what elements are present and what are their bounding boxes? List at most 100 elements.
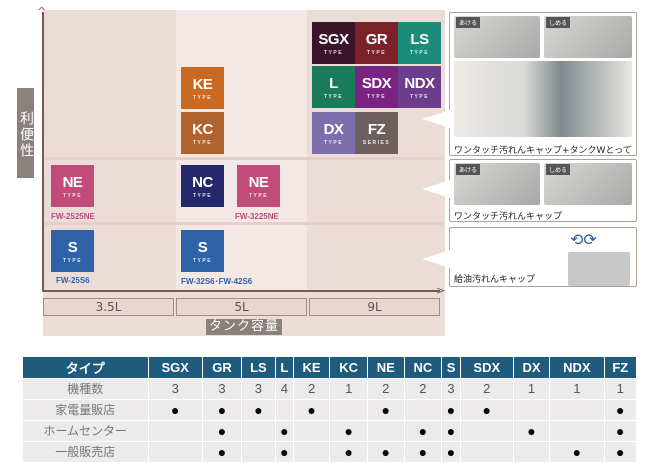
type-tile-name: NC <box>192 174 213 191</box>
model-count-cell: 1 <box>549 377 605 399</box>
type-comparison-table: タイプ SGX GR LS L KE KC NE NC S SDX DX NDX FZ 機種数 3 3 3 4 2 1… <box>23 357 638 462</box>
row-label: 家電量販店 <box>23 398 149 420</box>
type-tile-sub: TYPE <box>323 140 344 146</box>
header-fz: FZ <box>604 357 638 378</box>
type-tile-fz: FZ SERIES <box>355 112 398 154</box>
availability-dot: ● <box>404 440 443 462</box>
type-tile-dx: DX TYPE <box>312 112 355 154</box>
header-s: S <box>441 357 461 378</box>
empty-cell <box>513 398 551 420</box>
model-count-cell: 1 <box>329 377 369 399</box>
panel-caption: 給油汚れんキャップ <box>454 275 536 285</box>
empty-cell <box>241 440 276 462</box>
availability-dot: ● <box>367 398 405 420</box>
type-tile-ke: KE TYPE <box>181 67 224 109</box>
model-count-cell: 2 <box>404 377 443 399</box>
type-tile-sdx: SDX TYPE <box>355 66 398 108</box>
type-tile-ndx: NDX TYPE <box>398 66 441 108</box>
empty-cell <box>241 419 276 441</box>
header-kc: KC <box>329 357 369 378</box>
availability-dot: ● <box>148 398 203 420</box>
open-tag: あける <box>456 164 481 175</box>
type-tile-name: NDX <box>404 75 435 92</box>
model-count-cell: 3 <box>441 377 461 399</box>
availability-dot: ● <box>202 398 243 420</box>
type-tile-gr: GR TYPE <box>355 22 398 64</box>
type-tile-sub: TYPE <box>192 193 213 199</box>
type-tile-sub: TYPE <box>192 95 213 101</box>
type-tile-sub: TYPE <box>323 50 344 56</box>
type-tile-sub: TYPE <box>192 258 213 264</box>
empty-cell <box>148 440 203 462</box>
type-tile-l: L TYPE <box>312 66 355 108</box>
header-ndx: NDX <box>549 357 605 378</box>
type-tile-ne: NE TYPE <box>51 165 94 207</box>
type-tile-name: KE <box>192 76 213 93</box>
header-ke: KE <box>293 357 331 378</box>
header-nc: NC <box>404 357 443 378</box>
type-tile-sub: SERIES <box>362 140 391 146</box>
model-count-cell: 3 <box>148 377 203 399</box>
close-tag: しめる <box>546 164 571 175</box>
empty-cell <box>513 440 551 462</box>
availability-dot: ● <box>460 398 514 420</box>
rotate-arrows-icon: ⟲⟳ <box>570 230 597 249</box>
type-tile-name: L <box>329 75 338 92</box>
type-tile-sub: TYPE <box>409 94 430 100</box>
type-tile-name: DX <box>323 121 344 138</box>
photo-tank-carry <box>454 61 632 137</box>
open-tag: あける <box>456 17 481 28</box>
header-l: L <box>275 357 294 378</box>
type-tile-name: S <box>67 239 78 256</box>
type-tile-name: GR <box>365 31 388 48</box>
type-tile-ne: NE TYPE <box>237 165 280 207</box>
availability-dot: ● <box>604 440 638 462</box>
y-axis <box>42 12 44 292</box>
y-axis-arrow-icon: ^ <box>37 5 47 18</box>
availability-dot: ● <box>367 440 405 462</box>
row-divider <box>45 157 443 160</box>
empty-cell <box>460 419 514 441</box>
x-axis-title: タンク容量 <box>206 319 282 335</box>
type-tile-ls: LS TYPE <box>398 22 441 64</box>
x-axis <box>42 290 440 292</box>
close-tag: しめる <box>546 17 571 28</box>
availability-dot: ● <box>241 398 276 420</box>
type-tile-sub: TYPE <box>248 193 269 199</box>
availability-dot: ● <box>404 419 443 441</box>
y-axis-label: 利便性 <box>17 88 34 178</box>
feature-panel-onetouch-handle: あける しめる ワンタッチ汚れんキャップ+タンクWとって <box>449 12 637 156</box>
model-count-cell: 2 <box>367 377 405 399</box>
model-label-ne-mid: FW-3225NE <box>235 212 279 221</box>
model-label-ne-small: FW-2525NE <box>51 212 95 221</box>
photo-fuel-cap <box>568 252 630 286</box>
model-count-cell: 1 <box>604 377 638 399</box>
type-tile-nc: NC TYPE <box>181 165 224 207</box>
capacity-9l: 9L <box>309 298 440 316</box>
availability-dot: ● <box>604 398 638 420</box>
type-tile-name: KC <box>192 121 213 138</box>
row-label: ホームセンター <box>23 419 149 441</box>
model-count-cell: 4 <box>275 377 294 399</box>
table-row: 家電量販店 ● ● ● ● ● ● ● ● <box>23 398 638 420</box>
empty-cell <box>275 398 294 420</box>
callout-pointer <box>422 110 450 128</box>
type-tile-name: NE <box>62 174 83 191</box>
header-gr: GR <box>202 357 243 378</box>
type-tile-name: NE <box>248 174 269 191</box>
row-label: 機種数 <box>23 377 149 399</box>
header-sdx: SDX <box>460 357 514 378</box>
type-tile-sub: TYPE <box>323 94 344 100</box>
header-ls: LS <box>241 357 276 378</box>
model-count-cell: 2 <box>460 377 514 399</box>
availability-dot: ● <box>275 440 294 462</box>
table-row: ホームセンター ● ● ● ● ● ● ● <box>23 419 638 441</box>
callout-pointer <box>422 250 450 268</box>
panel-caption: ワンタッチ汚れんキャップ+タンクWとって <box>454 146 632 156</box>
availability-dot: ● <box>293 398 331 420</box>
availability-dot: ● <box>513 419 551 441</box>
type-tile-sub: TYPE <box>62 193 83 199</box>
type-tile-name: FZ <box>367 121 386 138</box>
empty-cell <box>549 419 605 441</box>
header-sgx: SGX <box>148 357 203 378</box>
